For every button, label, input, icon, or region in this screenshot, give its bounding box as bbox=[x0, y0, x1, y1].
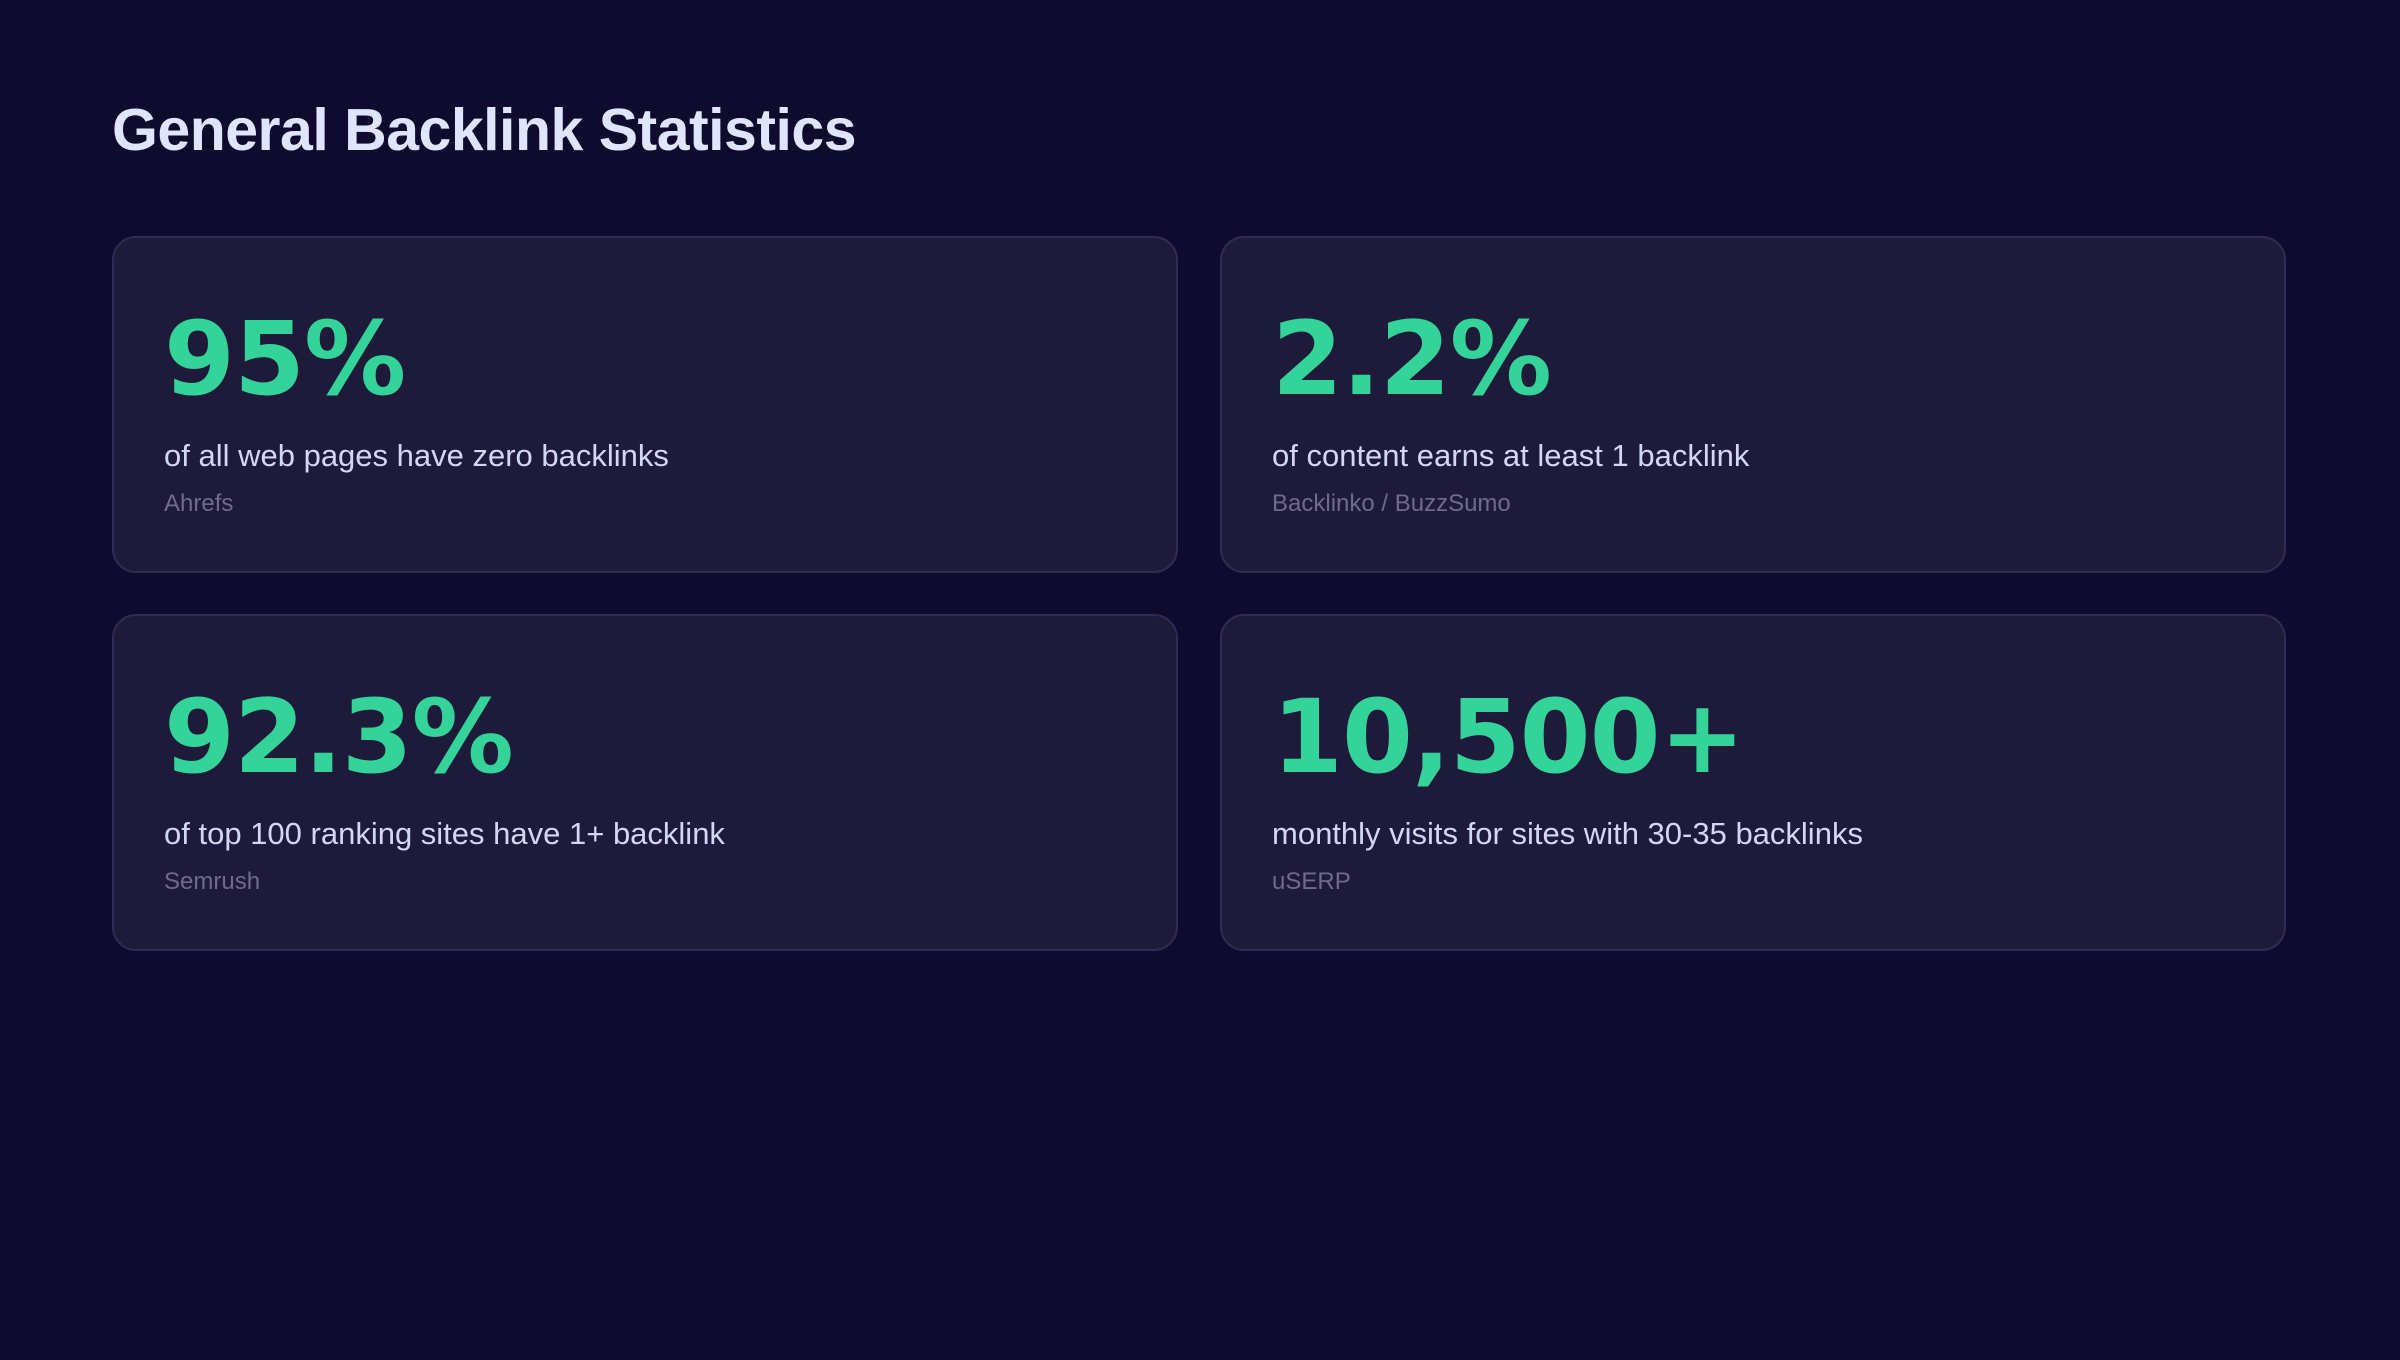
stat-value: 95% bbox=[164, 300, 406, 419]
stats-grid: 95% of all web pages have zero backlinks… bbox=[112, 236, 2288, 951]
page-title: General Backlink Statistics bbox=[112, 97, 857, 163]
stat-source: Backlinko / BuzzSumo bbox=[1272, 490, 1511, 517]
stat-description: of all web pages have zero backlinks bbox=[164, 438, 669, 473]
stat-description: of content earns at least 1 backlink bbox=[1272, 438, 1750, 473]
stat-source: Semrush bbox=[164, 868, 261, 895]
stat-description: of top 100 ranking sites have 1+ backlin… bbox=[164, 816, 725, 851]
stat-card-top-ranking-sites: 92.3% of top 100 ranking sites have 1+ b… bbox=[112, 614, 1178, 951]
stat-card-zero-backlinks: 95% of all web pages have zero backlinks… bbox=[112, 236, 1178, 573]
stat-card-content-earns-backlink: 2.2% of content earns at least 1 backlin… bbox=[1220, 236, 2286, 573]
stat-card-monthly-visits: 10,500+ monthly visits for sites with 30… bbox=[1220, 614, 2286, 951]
stat-description: monthly visits for sites with 30-35 back… bbox=[1272, 816, 1863, 851]
stat-value: 10,500+ bbox=[1272, 678, 1745, 797]
stat-source: uSERP bbox=[1272, 868, 1351, 895]
stat-value: 2.2% bbox=[1272, 300, 1552, 419]
stat-source: Ahrefs bbox=[164, 490, 234, 517]
stat-value: 92.3% bbox=[164, 678, 514, 797]
